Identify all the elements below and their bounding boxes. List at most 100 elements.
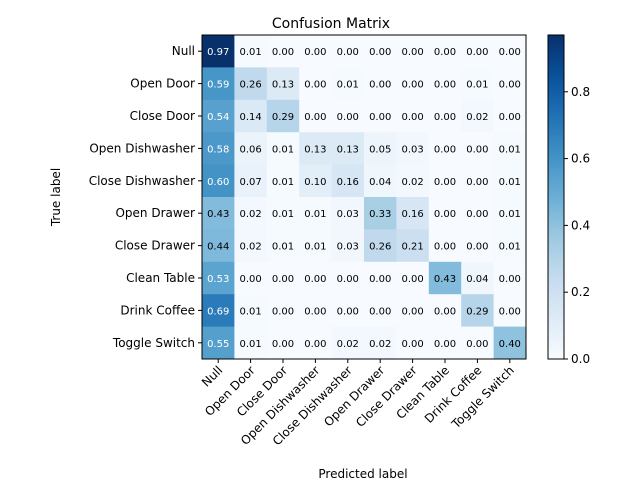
heatmap-cell — [299, 99, 333, 133]
heatmap-cell — [364, 229, 397, 263]
heatmap-cell — [428, 35, 462, 68]
heatmap-cell — [364, 326, 397, 360]
heatmap-cell — [331, 261, 365, 295]
heatmap-cell — [331, 132, 365, 166]
heatmap-cell-labels: 0.97 0.01 0.00 0.00 0.00 0.00 0.00 0.00 0.00 0.00… — [207, 47, 521, 350]
cell-value-label: 0.00 — [401, 47, 423, 58]
colorbar-tick-label: 0.0 — [571, 352, 590, 366]
heatmap-cell — [299, 132, 333, 166]
cell-value-label: 0.00 — [272, 339, 294, 350]
heatmap-cell — [396, 67, 430, 101]
cell-value-label: 0.13 — [337, 144, 359, 155]
cell-value-label: 0.00 — [434, 144, 456, 155]
cell-value-label: 0.00 — [369, 112, 391, 123]
cell-value-label: 0.05 — [369, 144, 391, 155]
heatmap-cell — [428, 197, 462, 230]
y-axis: Null Open Door Close Door Open Dishwasher Cl… — [89, 44, 202, 350]
cell-value-label: 0.02 — [337, 339, 359, 350]
heatmap-cell — [266, 261, 300, 295]
cell-value-label: 0.00 — [466, 144, 488, 155]
heatmap-cell — [234, 164, 268, 198]
heatmap-cell — [493, 294, 527, 328]
cell-value-label: 0.01 — [239, 306, 261, 317]
heatmap-cell — [266, 132, 300, 166]
heatmap-cell — [396, 294, 430, 328]
heatmap-cell — [364, 132, 397, 166]
heatmap-cell — [299, 164, 333, 198]
cell-value-label: 0.29 — [272, 112, 294, 123]
cell-value-label: 0.00 — [369, 47, 391, 58]
heatmap-cell — [234, 229, 268, 263]
heatmap-cell — [428, 294, 462, 328]
heatmap-cell — [428, 229, 462, 263]
heatmap-cell — [234, 35, 268, 68]
cell-value-label: 0.53 — [207, 274, 229, 285]
cell-value-label: 0.01 — [272, 242, 294, 253]
heatmap-cell — [234, 261, 268, 295]
cell-value-label: 0.00 — [434, 177, 456, 188]
heatmap-cell — [493, 326, 527, 360]
heatmap-cell — [461, 67, 495, 101]
y-tick-label: Toggle Switch — [112, 336, 195, 350]
heatmap-cell — [266, 294, 300, 328]
cell-value-label: 0.04 — [466, 274, 488, 285]
cell-value-label: 0.97 — [207, 47, 229, 58]
cell-value-label: 0.00 — [304, 274, 326, 285]
y-tick-label: Drink Coffee — [120, 303, 195, 317]
cell-value-label: 0.33 — [369, 209, 391, 220]
heatmap-cell — [396, 197, 430, 230]
heatmap-cell — [461, 229, 495, 263]
heatmap-cell — [493, 164, 527, 198]
heatmap-cell — [299, 261, 333, 295]
cell-value-label: 0.00 — [272, 47, 294, 58]
heatmap-cell — [364, 197, 397, 230]
heatmap-cell — [234, 99, 268, 133]
cell-value-label: 0.00 — [401, 112, 423, 123]
heatmap-cell — [428, 132, 462, 166]
colorbar-tick-label: 0.6 — [571, 152, 590, 166]
cell-value-label: 0.01 — [499, 242, 521, 253]
colorbar: 0.0 0.2 0.4 0.6 0.8 — [547, 34, 590, 366]
cell-value-label: 0.21 — [401, 242, 423, 253]
cell-value-label: 0.00 — [337, 47, 359, 58]
heatmap-cell — [234, 326, 268, 360]
y-tick-label: Clean Table — [126, 271, 195, 285]
heatmap-cell — [461, 261, 495, 295]
cell-value-label: 0.69 — [207, 306, 229, 317]
cell-value-label: 0.01 — [304, 242, 326, 253]
chart-title: Confusion Matrix — [272, 16, 390, 32]
heatmap-cell — [493, 197, 527, 230]
cell-value-label: 0.01 — [272, 144, 294, 155]
heatmap-cell — [428, 261, 462, 295]
heatmap-cell — [396, 132, 430, 166]
heatmap-cell — [299, 229, 333, 263]
cell-value-label: 0.59 — [207, 80, 229, 91]
colorbar-gradient — [547, 34, 565, 360]
heatmap-cell — [202, 197, 235, 230]
cell-value-label: 0.00 — [434, 112, 456, 123]
heatmap-cell — [396, 229, 430, 263]
heatmap-cell — [396, 261, 430, 295]
cell-value-label: 0.02 — [239, 209, 261, 220]
heatmap-cell — [493, 67, 527, 101]
heatmap-cell — [331, 197, 365, 230]
heatmap-cell — [396, 99, 430, 133]
cell-value-label: 0.60 — [207, 177, 229, 188]
heatmap-cell — [493, 132, 527, 166]
cell-value-label: 0.02 — [239, 242, 261, 253]
cell-value-label: 0.00 — [499, 274, 521, 285]
cell-value-label: 0.01 — [272, 177, 294, 188]
heatmap-cell — [461, 164, 495, 198]
cell-value-label: 0.40 — [499, 339, 521, 350]
cell-value-label: 0.01 — [337, 80, 359, 91]
cell-value-label: 0.00 — [434, 339, 456, 350]
cell-value-label: 0.00 — [369, 306, 391, 317]
cell-value-label: 0.03 — [337, 242, 359, 253]
cell-value-label: 0.00 — [434, 209, 456, 220]
heatmap-cell — [461, 197, 495, 230]
cell-value-label: 0.01 — [466, 80, 488, 91]
heatmap-cell — [266, 197, 300, 230]
cell-value-label: 0.00 — [369, 80, 391, 91]
heatmap-cell — [234, 67, 268, 101]
